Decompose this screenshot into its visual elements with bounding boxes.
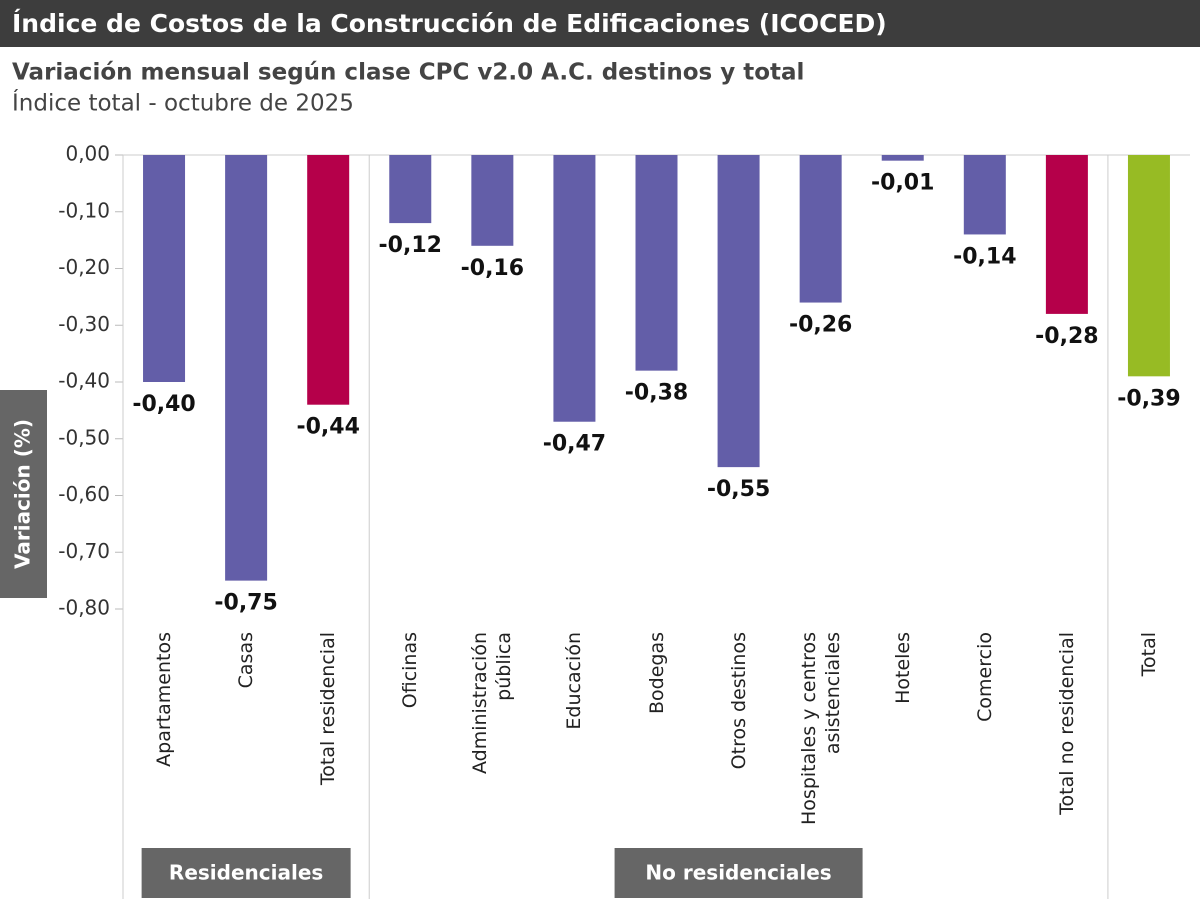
data-label: -0,47 — [543, 432, 606, 457]
x-tick-label: Casas — [235, 632, 258, 689]
bar — [799, 155, 842, 303]
data-label: -0,38 — [625, 381, 688, 406]
bar — [963, 155, 1006, 235]
group-label: Residenciales — [169, 861, 323, 885]
group-label-box — [141, 848, 351, 898]
y-tick-label: -0,40 — [58, 369, 110, 393]
x-tick-label: Total — [1137, 632, 1160, 677]
data-label: -0,39 — [1117, 386, 1180, 411]
y-tick-label: -0,50 — [58, 425, 110, 449]
bar — [881, 155, 924, 161]
y-tick-label: -0,80 — [58, 596, 110, 620]
bar — [553, 155, 596, 422]
bar — [1127, 155, 1170, 377]
y-label-box — [0, 390, 47, 598]
y-tick-label: -0,70 — [58, 539, 110, 563]
bar — [717, 155, 760, 468]
y-tick-label: -0,30 — [58, 312, 110, 336]
x-tick-label: Comercio — [973, 632, 996, 722]
x-tick-label: Total no residencial — [1055, 632, 1078, 815]
bar — [471, 155, 514, 246]
x-tick-label: Total residencial — [317, 632, 340, 786]
y-tick-label: -0,20 — [58, 255, 110, 279]
bar — [225, 155, 268, 581]
bar — [1045, 155, 1088, 314]
data-label: -0,16 — [461, 256, 524, 281]
group-label: No residenciales — [645, 861, 831, 885]
bar — [307, 155, 350, 405]
x-tick-label: Bodegas — [645, 632, 668, 715]
y-tick-label: -0,10 — [58, 198, 110, 222]
chart-caption: Índice total - octubre de 2025 — [12, 89, 354, 117]
bar — [389, 155, 432, 224]
bar — [635, 155, 678, 371]
x-tick-label: Educación — [563, 632, 586, 730]
x-tick-label: Administración pública — [469, 632, 516, 775]
data-label: -0,75 — [214, 591, 277, 616]
data-label: -0,12 — [379, 233, 442, 258]
group-label-box — [614, 848, 863, 898]
chart-title: Índice de Costos de la Construcción de E… — [12, 9, 887, 38]
x-tick-label: Apartamentos — [153, 632, 176, 767]
chart-subtitle: Variación mensual según clase CPC v2.0 A… — [12, 60, 804, 86]
y-tick-label: 0,00 — [65, 142, 110, 166]
x-tick-label: Oficinas — [399, 632, 422, 709]
x-tick-label: Hoteles — [891, 632, 914, 704]
x-tick-label: Hospitales y centros asistenciales — [797, 632, 844, 825]
x-tick-label: Otros destinos — [727, 632, 750, 770]
data-label: -0,14 — [953, 244, 1016, 269]
data-label: -0,26 — [789, 313, 852, 338]
data-label: -0,44 — [296, 415, 359, 440]
data-label: -0,55 — [707, 477, 770, 502]
y-axis-label: Variación (%) — [11, 419, 35, 569]
y-tick-label: -0,60 — [58, 482, 110, 506]
data-label: -0,01 — [871, 171, 934, 196]
data-label: -0,40 — [132, 392, 195, 417]
bar — [143, 155, 186, 382]
data-label: -0,28 — [1035, 324, 1098, 349]
title-bar — [0, 0, 1200, 47]
